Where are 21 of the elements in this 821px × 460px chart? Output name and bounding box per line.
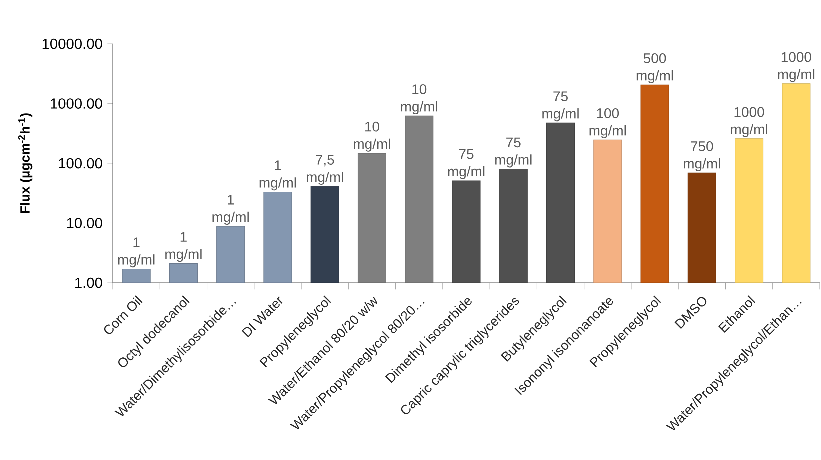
y-tick-label: 100.00 (59, 158, 102, 169)
y-tick-label: 1.00 (76, 278, 102, 288)
y-tick-label: 1000.00 (51, 98, 102, 109)
annotation: 10 mg/ml (401, 84, 438, 115)
annotation: 1 mg/ml (118, 238, 155, 268)
y-tick-label: 10000.00 (42, 38, 102, 50)
annotation: 1 mg/ml (260, 160, 296, 191)
annotation: 7,5 mg/ml (306, 155, 344, 186)
annotation: 75 mg/ml (496, 138, 532, 168)
y-axis-title: Flux (µgcm$^{-2}$h$^{-1}$) (18, 114, 33, 214)
annotation: 1000 mg/ml (731, 107, 768, 138)
annotation: 1 mg/ml (212, 195, 249, 225)
annotation: 75 mg/ml (542, 92, 579, 122)
annotation: 500 mg/ml (636, 54, 674, 84)
annotation: 100 mg/ml (590, 108, 626, 139)
annotation: 75 mg/ml (448, 150, 485, 180)
y-tick-label: 10.00 (67, 218, 102, 228)
annotation: 1000 mg/ml (778, 52, 815, 82)
annotation: 1 mg/ml (166, 232, 202, 262)
annotation: 10 mg/ml (354, 122, 390, 152)
annotation: 750 mg/ml (684, 142, 720, 172)
